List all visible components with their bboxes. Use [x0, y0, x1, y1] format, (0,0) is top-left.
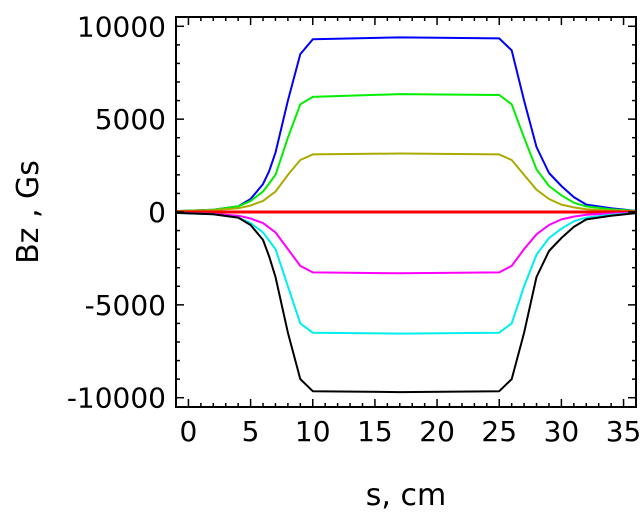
- x-tick-label: 5: [242, 415, 260, 448]
- x-tick-label: 30: [544, 415, 580, 448]
- series-line-2: [175, 152, 637, 213]
- labels-layer: 0 5 10 15 20 25 30 35 10000 5000 0 -5000 -10000: [67, 10, 642, 448]
- y-axis-title: Bz , Gs: [11, 160, 46, 264]
- y-tick-label: -10000: [67, 382, 166, 415]
- x-axis-title: s, cm: [366, 478, 446, 513]
- series-line-4: [175, 211, 637, 275]
- series-line-6: [175, 211, 637, 394]
- ticks-layer: [176, 17, 636, 407]
- x-tick-label: 0: [180, 415, 198, 448]
- y-tick-label: -5000: [85, 289, 166, 322]
- x-tick-label: 15: [357, 415, 393, 448]
- series-line-5: [175, 211, 637, 335]
- y-tick-label: 10000: [77, 10, 166, 43]
- series-layer: [175, 36, 637, 394]
- y-tick-label: 0: [148, 196, 166, 229]
- x-tick-label: 25: [481, 415, 517, 448]
- x-tick-label: 20: [419, 415, 455, 448]
- x-tick-label: 35: [606, 415, 642, 448]
- x-tick-label: 10: [295, 415, 331, 448]
- series-line-0: [175, 36, 637, 213]
- series-line-1: [175, 93, 637, 213]
- y-tick-label: 5000: [95, 103, 166, 136]
